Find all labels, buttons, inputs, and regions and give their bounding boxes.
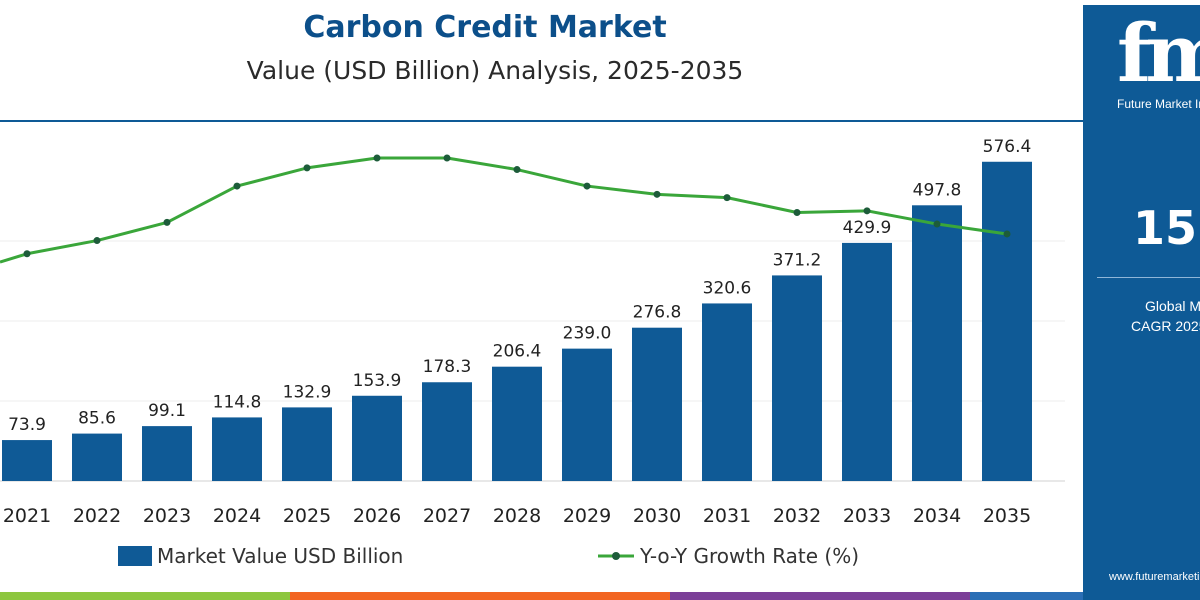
bar-2034: [912, 205, 962, 481]
website-url: www.futuremarketinsights.com: [1109, 571, 1200, 583]
x-tick-2035: 2035: [983, 505, 1031, 527]
legend-bar-swatch: [118, 546, 152, 566]
bar-label-2035: 576.4: [983, 137, 1032, 157]
chart-title: Carbon Credit Market: [303, 10, 667, 45]
legend-line-label: Y-o-Y Growth Rate (%): [639, 544, 859, 568]
x-tick-2027: 2027: [423, 505, 471, 527]
bar-2026: [352, 395, 402, 481]
bar-label-2023: 99.1: [148, 401, 186, 421]
growth-point-2030: [653, 190, 661, 198]
x-tick-2025: 2025: [283, 505, 331, 527]
stripe-segment-purple: [670, 592, 970, 600]
bar-2025: [282, 407, 332, 481]
bar-2033: [842, 242, 892, 481]
bar-label-2027: 178.3: [423, 357, 472, 377]
bar-label-2028: 206.4: [493, 342, 542, 362]
growth-point-2028: [513, 166, 521, 174]
x-tick-2032: 2032: [773, 505, 821, 527]
growth-point-2021: [23, 250, 31, 258]
growth-line-path: [0, 156, 1008, 264]
growth-point-2023: [163, 218, 171, 226]
x-tick-2026: 2026: [353, 505, 401, 527]
bar-2023: [142, 426, 192, 481]
stripe-segment-green: [0, 592, 290, 600]
x-tick-2028: 2028: [493, 505, 541, 527]
bar-label-2030: 276.8: [633, 303, 682, 323]
growth-point-2032: [793, 208, 801, 216]
bar-2024: [212, 417, 262, 481]
x-tick-2023: 2023: [143, 505, 191, 527]
bar-label-2022: 85.6: [78, 409, 116, 429]
growth-point-2033: [863, 207, 871, 215]
bar-label-2031: 320.6: [703, 278, 752, 298]
panel-divider: [1097, 277, 1200, 278]
x-tick-2033: 2033: [843, 505, 891, 527]
cagr-value: 15.5%: [1133, 201, 1200, 255]
legend-line-marker: [612, 552, 620, 560]
bar-2030: [632, 327, 682, 481]
growth-point-2034: [933, 220, 941, 228]
bar-2021: [2, 440, 52, 481]
bar-2028: [492, 366, 542, 481]
bar-2032: [772, 275, 822, 481]
growth-line: [0, 154, 1011, 264]
bars: 73.9 85.6 99.1 114.8 132.9 153.9 178.3 206.4 239…: [2, 137, 1032, 482]
stripe-segment-blue: [970, 592, 1083, 600]
chart-subtitle: Value (USD Billion) Analysis, 2025-2035: [246, 56, 744, 85]
side-panel: fmi Future Market Insights 15.5% Global …: [1083, 5, 1200, 600]
stripe-segment-orange: [290, 592, 670, 600]
x-tick-2021: 2021: [3, 505, 51, 527]
bottom-color-stripe: [0, 592, 1083, 600]
growth-point-2024: [233, 182, 241, 190]
bar-label-2033: 429.9: [843, 218, 892, 238]
legend-bar-label: Market Value USD Billion: [157, 544, 403, 568]
legend: Market Value USD Billion Y-o-Y Growth Ra…: [118, 544, 859, 568]
brand-name: Future Market Insights: [1117, 97, 1200, 111]
x-tick-2024: 2024: [213, 505, 261, 527]
x-tick-2031: 2031: [703, 505, 751, 527]
bar-label-2029: 239.0: [563, 324, 612, 344]
bar-2027: [422, 382, 472, 481]
x-tick-2029: 2029: [563, 505, 611, 527]
global-market-label: Global Market: [1145, 298, 1200, 314]
growth-point-2035: [1003, 230, 1011, 238]
bar-label-2026: 153.9: [353, 371, 402, 391]
growth-point-2027: [443, 154, 451, 162]
bar-2022: [72, 433, 122, 481]
bar-2031: [702, 303, 752, 481]
fmi-logo: fmi: [1117, 6, 1200, 100]
growth-point-2029: [583, 182, 591, 190]
x-axis-ticks: 2021 2022 2023 2024 2025 2026 2027 2028 2029 2030…: [3, 505, 1031, 527]
x-tick-2030: 2030: [633, 505, 681, 527]
bar-label-2032: 371.2: [773, 250, 822, 270]
x-tick-2034: 2034: [913, 505, 961, 527]
bar-label-2021: 73.9: [8, 415, 46, 435]
growth-point-2022: [93, 237, 101, 245]
bar-2035: [982, 161, 1032, 482]
growth-point-2026: [373, 154, 381, 162]
growth-point-2025: [303, 164, 311, 172]
bar-2029: [562, 348, 612, 481]
growth-point-2031: [723, 194, 731, 202]
bar-label-2034: 497.8: [913, 180, 962, 200]
bar-label-2024: 114.8: [213, 392, 262, 412]
chart-area: 73.9 85.6 99.1 114.8 132.9 153.9 178.3 206.4 239…: [0, 120, 1083, 568]
x-tick-2022: 2022: [73, 505, 121, 527]
cagr-period-label: CAGR 2025-2035: [1131, 318, 1200, 334]
bar-label-2025: 132.9: [283, 382, 332, 402]
